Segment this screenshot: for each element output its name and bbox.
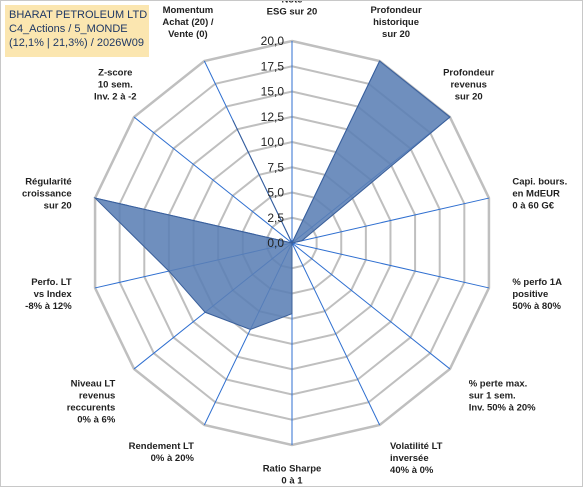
axis-spoke [291, 242, 451, 370]
tick-label: 10,0 [261, 135, 285, 149]
axis-label: Ratio Sharpe 0 à 1 [263, 463, 322, 486]
axis-label: NoteESG sur 20 [267, 1, 318, 18]
axis-label: Niveau LT revenus reccurents 0% à 6% [67, 378, 116, 425]
tick-label: 7,5 [267, 160, 284, 174]
info-box: BHARAT PETROLEUM LTD C4_Actions / 5_MOND… [5, 5, 149, 57]
company-name: BHARAT PETROLEUM LTD [9, 9, 148, 21]
axis-label: Momentum Achat (20) / Vente (0) [162, 5, 214, 40]
stats-text: (12,1% | 21,3%) / 2026W09 [9, 37, 144, 49]
tick-label: 2,5 [267, 211, 284, 225]
axis-label: Régularité croissance sur 20 [22, 176, 72, 211]
axis-label: Volatilité LT inversée 40% à 0% [390, 441, 443, 476]
axis-label: % perte max. sur 1 sem. Inv. 50% à 20% [469, 378, 536, 413]
tick-label: 20,0 [261, 34, 285, 48]
axis-label: Profondeur historique sur 20 [370, 5, 421, 40]
tick-label: 12,5 [261, 110, 285, 124]
radial-tick-labels: 0,0 2,5 5,0 7,5 10,0 12,5 15,0 17,5 20,0 [261, 34, 285, 250]
axis-label: Perfo. LT vs Index -8% à 12% [25, 277, 72, 312]
portfolio-name: C4_Actions / 5_MONDE [9, 23, 128, 35]
tick-label: 0,0 [267, 236, 284, 250]
axis-label: Profondeur revenus sur 20 [443, 68, 494, 103]
axis-label: % perfo 1A positive 50% à 80% [512, 277, 562, 312]
axis-label: Rendement LT 0% à 20% [129, 441, 195, 464]
axis-spoke [291, 242, 381, 426]
series-area [93, 60, 451, 330]
axis-spoke [133, 116, 293, 244]
axis-label: Z-score 10 sem. Inv. 2 à -2 [94, 68, 137, 103]
tick-label: 17,5 [261, 59, 285, 73]
tick-label: 15,0 [261, 85, 285, 99]
tick-label: 5,0 [267, 186, 284, 200]
radar-series [93, 60, 451, 330]
axis-spoke [291, 242, 490, 289]
axis-spoke [291, 197, 490, 244]
axis-label: Capi. bours. en MdEUR 0 à 60 G€ [512, 176, 567, 211]
